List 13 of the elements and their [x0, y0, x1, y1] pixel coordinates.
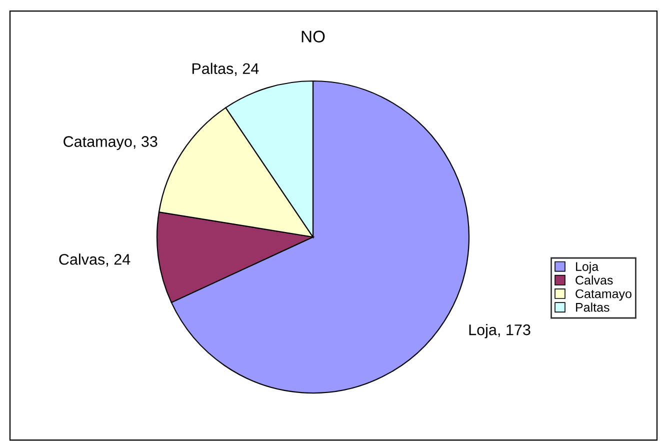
slice-label: Paltas — [192, 62, 234, 74]
data-label: , 33 — [134, 136, 158, 149]
slice-label: Calvas — [59, 254, 105, 265]
legend-label: Catamayo — [576, 289, 632, 301]
legend-label: Calvas — [576, 275, 613, 285]
chart-title: NO — [302, 30, 325, 42]
data-label: , 173 — [498, 324, 530, 338]
legend-label: Paltas — [576, 302, 610, 312]
slice-label: Loja — [469, 324, 497, 338]
legend-label: Loja — [576, 262, 599, 274]
data-label: , 24 — [106, 254, 130, 267]
data-label: , 24 — [235, 63, 259, 76]
slice-label: Catamayo — [64, 136, 132, 150]
